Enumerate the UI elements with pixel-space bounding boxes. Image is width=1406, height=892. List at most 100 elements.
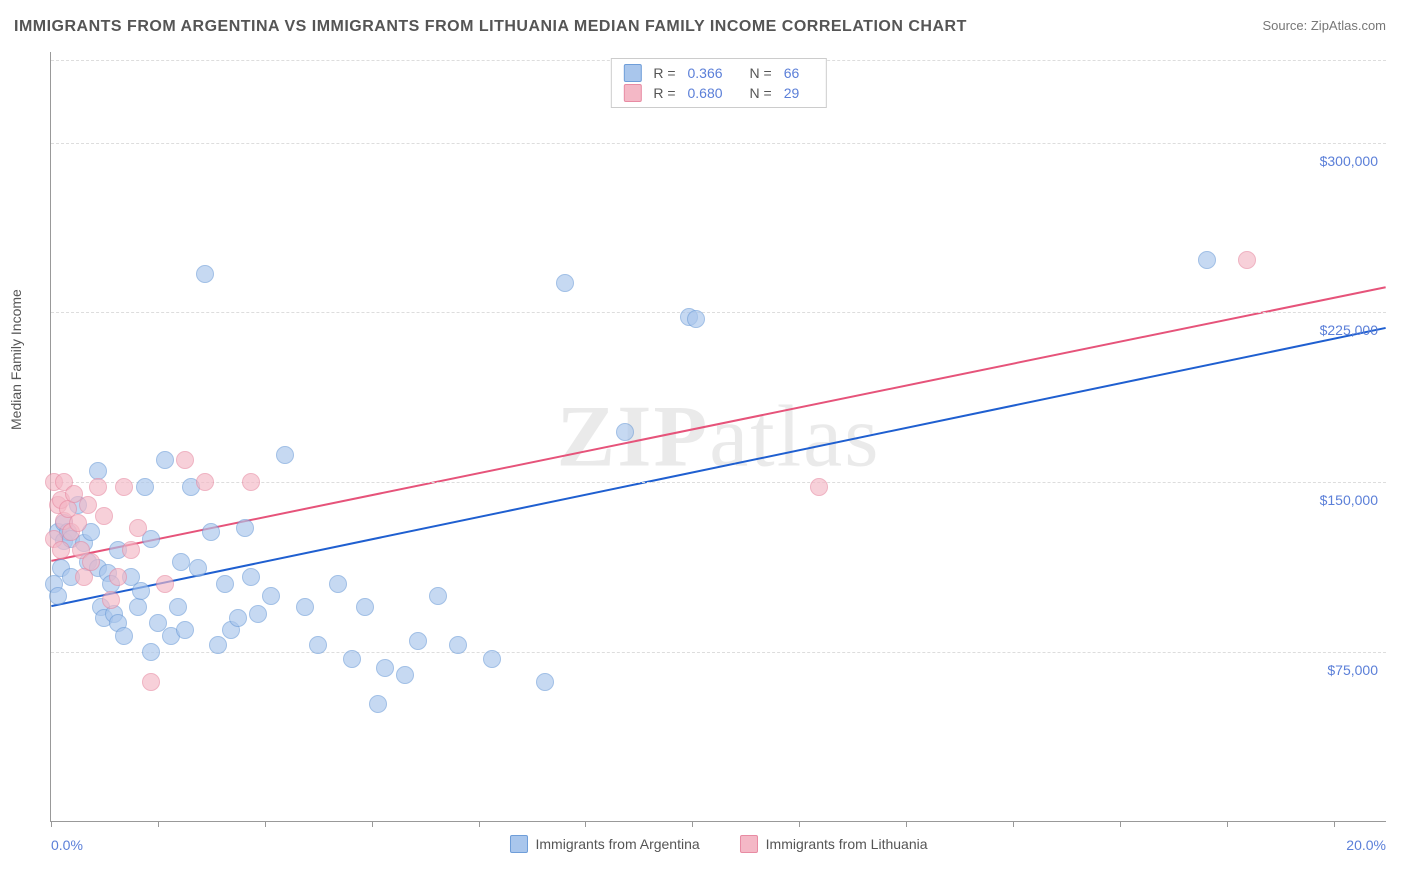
series-legend-item: Immigrants from Argentina xyxy=(509,835,699,853)
data-point-argentina xyxy=(309,636,327,654)
data-point-lithuania xyxy=(196,473,214,491)
data-point-argentina xyxy=(356,598,374,616)
data-point-argentina xyxy=(129,598,147,616)
data-point-lithuania xyxy=(52,541,70,559)
data-point-argentina xyxy=(172,553,190,571)
data-point-lithuania xyxy=(156,575,174,593)
watermark: ZIPatlas xyxy=(557,386,881,487)
legend-n-value: 66 xyxy=(784,65,814,81)
legend-n-value: 29 xyxy=(784,85,814,101)
data-point-lithuania xyxy=(79,496,97,514)
data-point-argentina xyxy=(132,582,150,600)
x-tick xyxy=(158,821,159,827)
data-point-lithuania xyxy=(75,568,93,586)
y-tick-label: $225,000 xyxy=(1320,322,1378,338)
plot-area: ZIPatlas $75,000 $150,000 $225,000 $300,000… xyxy=(50,52,1386,822)
data-point-lithuania xyxy=(142,673,160,691)
data-point-lithuania xyxy=(122,541,140,559)
data-point-argentina xyxy=(369,695,387,713)
x-tick xyxy=(372,821,373,827)
data-point-argentina xyxy=(276,446,294,464)
data-point-argentina xyxy=(449,636,467,654)
legend-r-label: R = xyxy=(653,65,675,81)
data-point-argentina xyxy=(196,265,214,283)
data-point-argentina xyxy=(556,274,574,292)
x-tick xyxy=(1120,821,1121,827)
data-point-argentina xyxy=(409,632,427,650)
data-point-argentina xyxy=(483,650,501,668)
y-axis-label: Median Family Income xyxy=(8,289,24,430)
trend-line-lithuania xyxy=(51,287,1385,561)
legend-swatch xyxy=(509,835,527,853)
x-tick xyxy=(799,821,800,827)
data-point-argentina xyxy=(49,587,67,605)
data-point-argentina xyxy=(296,598,314,616)
data-point-argentina xyxy=(115,627,133,645)
correlation-legend-row: R = 0.366 N = 66 xyxy=(623,63,813,83)
x-tick xyxy=(265,821,266,827)
x-tick xyxy=(692,821,693,827)
legend-n-label: N = xyxy=(750,85,772,101)
source-attribution: Source: ZipAtlas.com xyxy=(1262,18,1386,33)
chart-title: IMMIGRANTS FROM ARGENTINA VS IMMIGRANTS … xyxy=(14,18,967,36)
data-point-argentina xyxy=(169,598,187,616)
data-point-argentina xyxy=(687,310,705,328)
trend-lines-svg xyxy=(51,52,1386,821)
data-point-argentina xyxy=(142,643,160,661)
data-point-lithuania xyxy=(1238,251,1256,269)
data-point-argentina xyxy=(249,605,267,623)
legend-swatch xyxy=(623,84,641,102)
legend-r-value: 0.366 xyxy=(688,65,738,81)
data-point-argentina xyxy=(396,666,414,684)
correlation-legend-row: R = 0.680 N = 29 xyxy=(623,83,813,103)
gridline-horizontal xyxy=(51,652,1386,653)
x-tick xyxy=(479,821,480,827)
data-point-lithuania xyxy=(109,568,127,586)
x-tick xyxy=(1013,821,1014,827)
data-point-argentina xyxy=(536,673,554,691)
data-point-lithuania xyxy=(102,591,120,609)
legend-n-label: N = xyxy=(750,65,772,81)
data-point-lithuania xyxy=(115,478,133,496)
gridline-horizontal xyxy=(51,143,1386,144)
data-point-argentina xyxy=(1198,251,1216,269)
data-point-lithuania xyxy=(89,478,107,496)
data-point-lithuania xyxy=(129,519,147,537)
legend-swatch xyxy=(740,835,758,853)
data-point-argentina xyxy=(343,650,361,668)
data-point-argentina xyxy=(216,575,234,593)
data-point-argentina xyxy=(616,423,634,441)
x-tick xyxy=(906,821,907,827)
x-tick xyxy=(1227,821,1228,827)
trend-line-argentina xyxy=(51,328,1385,606)
x-tick-label-start: 0.0% xyxy=(51,837,83,853)
x-tick-label-end: 20.0% xyxy=(1346,837,1386,853)
data-point-lithuania xyxy=(69,514,87,532)
data-point-argentina xyxy=(429,587,447,605)
data-point-argentina xyxy=(156,451,174,469)
y-tick-label: $300,000 xyxy=(1320,153,1378,169)
data-point-argentina xyxy=(176,621,194,639)
data-point-argentina xyxy=(242,568,260,586)
data-point-argentina xyxy=(329,575,347,593)
y-tick-label: $150,000 xyxy=(1320,492,1378,508)
x-tick xyxy=(1334,821,1335,827)
data-point-argentina xyxy=(262,587,280,605)
data-point-argentina xyxy=(376,659,394,677)
watermark-atlas: atlas xyxy=(709,388,880,485)
data-point-argentina xyxy=(236,519,254,537)
gridline-horizontal xyxy=(51,312,1386,313)
data-point-lithuania xyxy=(82,553,100,571)
data-point-lithuania xyxy=(176,451,194,469)
data-point-lithuania xyxy=(95,507,113,525)
data-point-argentina xyxy=(189,559,207,577)
legend-r-label: R = xyxy=(653,85,675,101)
x-tick xyxy=(585,821,586,827)
series-legend-item: Immigrants from Lithuania xyxy=(740,835,928,853)
data-point-argentina xyxy=(229,609,247,627)
data-point-lithuania xyxy=(810,478,828,496)
data-point-argentina xyxy=(202,523,220,541)
legend-r-value: 0.680 xyxy=(688,85,738,101)
y-tick-label: $75,000 xyxy=(1327,662,1378,678)
series-legend-label: Immigrants from Argentina xyxy=(535,836,699,852)
